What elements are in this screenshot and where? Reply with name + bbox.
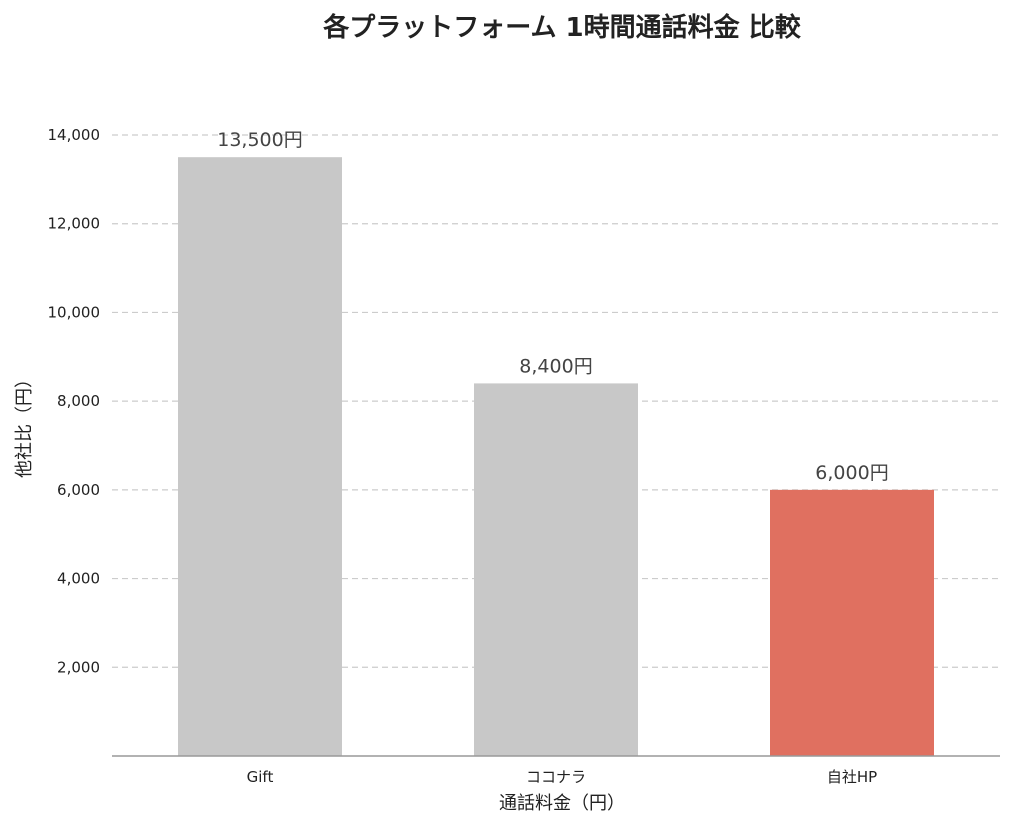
- x-tick-label: ココナラ: [526, 768, 586, 786]
- y-tick-label: 4,000: [57, 570, 100, 588]
- x-tick-label: Gift: [247, 768, 274, 786]
- bar: [770, 489, 934, 756]
- y-tick-label: 12,000: [48, 215, 101, 233]
- bar-value-label: 13,500円: [217, 129, 302, 151]
- y-tick-label: 2,000: [57, 658, 100, 676]
- x-axis-label: 通話料金（円）: [499, 793, 625, 814]
- x-tick-label: 自社HP: [827, 768, 877, 786]
- y-axis-ticks: 2,000 4,000 6,000 8,000 10,000 12,000 14,000: [48, 126, 101, 676]
- bar-value-label: 8,400円: [519, 355, 592, 377]
- y-axis-label: 他社比（円）: [14, 370, 35, 478]
- y-tick-label: 10,000: [48, 303, 101, 321]
- bar: [178, 157, 342, 756]
- y-tick-label: 14,000: [48, 126, 101, 144]
- data-labels: 13,500円 8,400円 6,000円: [217, 129, 888, 484]
- chart-title: 各プラットフォーム 1時間通話料金 比較: [322, 12, 801, 43]
- x-axis-ticks: Gift ココナラ 自社HP: [247, 768, 878, 786]
- y-tick-label: 6,000: [57, 481, 100, 499]
- bars: [178, 157, 934, 756]
- y-tick-label: 8,000: [57, 392, 100, 410]
- bar: [474, 383, 638, 756]
- bar-value-label: 6,000円: [815, 462, 888, 484]
